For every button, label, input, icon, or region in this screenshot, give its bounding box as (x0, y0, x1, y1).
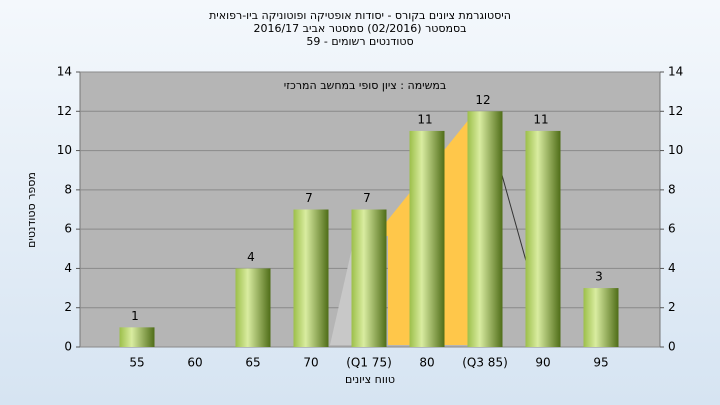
x-tick-label: 95 (593, 356, 608, 370)
data-label: 11 (417, 112, 432, 126)
bar (525, 130, 561, 347)
annotation: במשימה : ציון סופי במחשב המרכזי (284, 79, 447, 92)
bar (235, 268, 271, 347)
data-label: 7 (363, 191, 371, 205)
y-tick-label: 4 (64, 261, 72, 275)
x-tick-label: 70 (303, 356, 318, 370)
y2-tick-label: 10 (668, 143, 683, 157)
bar (583, 288, 619, 347)
data-label: 4 (247, 250, 255, 264)
y-axis-label: מספר סטודנטים (25, 172, 38, 248)
data-label: 11 (533, 112, 548, 126)
y-tick-label: 8 (64, 182, 72, 196)
chart-subtitle: סטודנטים רשומים - 59 (306, 35, 413, 48)
x-axis-label: טווח ציונים (345, 373, 395, 386)
y-tick-label: 2 (64, 300, 72, 314)
y-tick-label: 10 (57, 143, 72, 157)
data-label: 1 (131, 309, 139, 323)
x-tick-label: 55 (129, 356, 144, 370)
bar (351, 209, 387, 347)
q3-line (499, 167, 529, 269)
y2-tick-label: 8 (668, 182, 676, 196)
y-tick-label: 14 (57, 65, 72, 79)
x-tick-label: (Q3 85) (462, 356, 508, 370)
y2-tick-label: 6 (668, 222, 676, 236)
y2-tick-label: 0 (668, 340, 676, 354)
y2-tick-label: 4 (668, 261, 676, 275)
x-tick-label: 90 (535, 356, 550, 370)
data-label: 3 (595, 270, 603, 284)
data-label: 7 (305, 191, 313, 205)
chart-subtitle: בסמסטר (02/2016) סמסטר אביב 2016/17 (253, 22, 466, 35)
y2-tick-label: 2 (668, 300, 676, 314)
bar (409, 130, 445, 347)
y-tick-label: 6 (64, 222, 72, 236)
data-label: 12 (475, 93, 490, 107)
y2-tick-label: 14 (668, 65, 683, 79)
x-tick-label: 60 (187, 356, 202, 370)
bar (293, 209, 329, 347)
x-tick-label: 80 (419, 356, 434, 370)
chart-title: היסטוגרמת ציונים בקורס - יסודות אופטיקה … (209, 9, 511, 22)
bar (119, 327, 155, 347)
bar (467, 111, 503, 348)
x-tick-label: 65 (245, 356, 260, 370)
x-tick-label: (Q1 75) (346, 356, 392, 370)
y2-tick-label: 12 (668, 104, 683, 118)
y-tick-label: 12 (57, 104, 72, 118)
y-tick-label: 0 (64, 340, 72, 354)
